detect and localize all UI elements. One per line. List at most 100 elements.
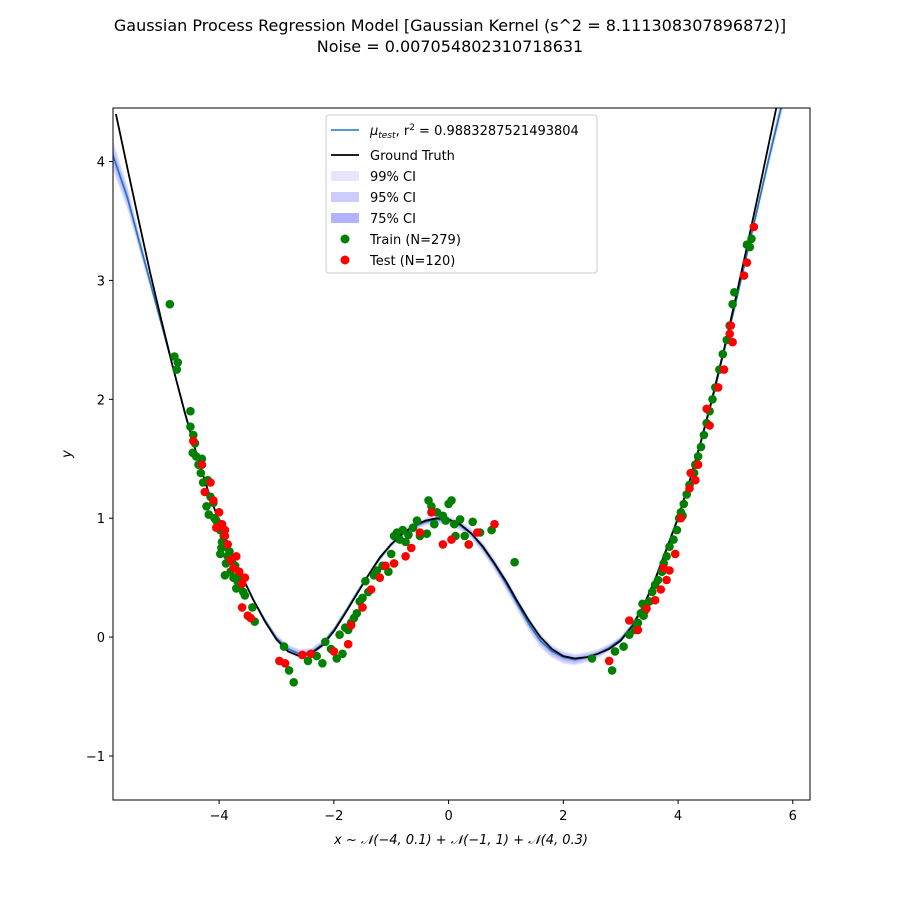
test-point [749, 222, 759, 232]
test-point [220, 531, 230, 541]
test-point [473, 528, 482, 537]
train-point [186, 406, 195, 416]
test-point [670, 549, 680, 559]
test-point [214, 508, 224, 517]
train-point [619, 642, 628, 651]
train-point [468, 517, 478, 527]
test-point [189, 436, 198, 446]
train-point [447, 496, 456, 505]
train-point [338, 649, 347, 659]
test-point [306, 649, 316, 659]
y-axis-label: y [60, 450, 75, 459]
chart-title: Gaussian Process Regression Model [Gauss… [113, 16, 787, 35]
y-axis-ticks: −1 0 1 2 3 4 [86, 156, 113, 765]
train-point [372, 566, 382, 575]
legend: μtest, r2 = 0.9883287521493804 Ground Tr… [325, 114, 598, 274]
test-point [490, 519, 499, 529]
test-point [650, 595, 660, 605]
train-point [172, 365, 181, 374]
test-point [246, 613, 255, 623]
train-point [248, 603, 257, 612]
train-point [289, 678, 299, 687]
train-point [197, 454, 207, 464]
test-point [742, 258, 752, 267]
test-point [633, 625, 643, 635]
train-point [708, 395, 717, 404]
train-point [335, 630, 344, 639]
x-tick-label: −4 [210, 809, 229, 824]
train-point [747, 234, 756, 244]
test-point [346, 620, 356, 630]
test-point [693, 460, 703, 470]
test-point [415, 528, 425, 537]
train-point [427, 502, 436, 511]
train-point [510, 557, 519, 567]
x-tick-label: 6 [789, 809, 797, 824]
legend-ci95-label: 95% CI [370, 191, 416, 206]
y-tick-label: −1 [86, 750, 105, 765]
train-point [665, 542, 674, 551]
test-point [389, 559, 399, 568]
train-point [303, 656, 313, 666]
train-point [430, 519, 439, 529]
train-point [441, 516, 451, 525]
test-point [725, 329, 734, 339]
test-point [728, 337, 737, 347]
train-point [202, 502, 211, 511]
train-point [699, 430, 709, 440]
legend-test-label: Test (N=120) [369, 254, 455, 269]
test-point [329, 647, 339, 656]
train-point [672, 525, 682, 535]
test-point [401, 552, 410, 561]
test-point [381, 561, 390, 571]
train-point [730, 288, 739, 297]
train-point [696, 442, 706, 452]
confidence-bands [113, 108, 784, 666]
train-point [332, 654, 342, 663]
train-point [647, 587, 657, 597]
test-point [676, 513, 686, 523]
test-point [358, 603, 367, 612]
train-point [186, 422, 195, 432]
test-point [691, 475, 700, 485]
legend-box [325, 114, 598, 274]
test-point [209, 496, 218, 505]
train-point [745, 242, 755, 252]
train-point [321, 637, 330, 647]
train-point [718, 349, 728, 359]
test-point [739, 271, 749, 280]
test-point [407, 543, 416, 553]
train-point [679, 499, 689, 509]
test-point [232, 552, 241, 561]
legend-ci99-swatch [331, 171, 359, 181]
plot-frame [112, 107, 811, 801]
train-point [361, 576, 370, 586]
test-point [464, 540, 474, 549]
test-point [447, 535, 456, 544]
test-point [212, 523, 221, 532]
train-point [450, 519, 459, 529]
train-point [196, 468, 206, 478]
y-tick-label: 3 [97, 274, 105, 289]
test-point [237, 603, 247, 612]
x-axis-ticks: −4 −2 0 2 4 6 [210, 800, 797, 824]
train-point [408, 523, 418, 532]
test-point [686, 468, 695, 478]
train-point [422, 529, 432, 538]
train-point [662, 552, 671, 561]
test-point [298, 650, 307, 660]
train-point [653, 575, 663, 585]
curves [113, 108, 782, 661]
train-point [217, 543, 226, 553]
test-point [280, 659, 290, 668]
x-tick-label: 2 [559, 809, 567, 824]
train-point [693, 452, 703, 461]
train-point [460, 531, 470, 541]
ground-truth-line [115, 108, 778, 660]
x-tick-label: 0 [444, 809, 452, 824]
x-tick-label: 4 [674, 809, 682, 824]
test-point [197, 460, 207, 470]
legend-train-marker [340, 234, 350, 244]
train-point [639, 611, 648, 620]
